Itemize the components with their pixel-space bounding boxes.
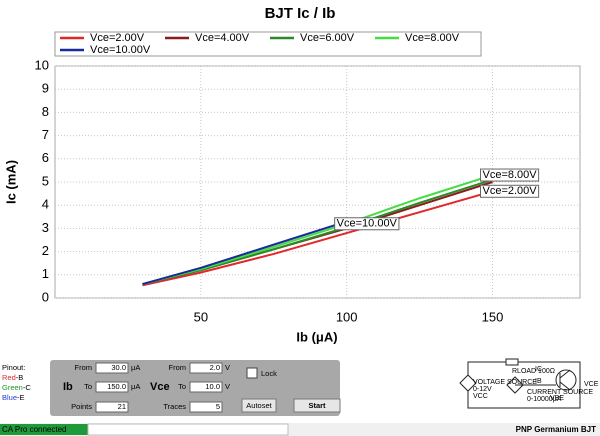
y-tick-label: 9 [42, 81, 49, 96]
input-value: 10.0 [205, 382, 220, 391]
circuit-label: RLOAD 100Ω [512, 368, 555, 375]
y-tick-label: 2 [42, 243, 49, 258]
circuit-label: 0-10000μA [527, 396, 562, 403]
unit: μA [131, 382, 140, 391]
circuit-label: IC [535, 366, 542, 373]
circuit-label: CURRENT SOURCE [527, 389, 593, 396]
pin-color: Green [2, 383, 23, 392]
pinout-item: Blue-E [2, 393, 25, 402]
wire [515, 369, 571, 391]
x-tick-label: 150 [482, 309, 504, 324]
y-tick-label: 0 [42, 289, 49, 304]
unit: V [225, 363, 230, 372]
annotation-box [334, 217, 400, 231]
x-tick-label: 50 [194, 309, 208, 324]
legend-label: Vce=4.00V [195, 32, 250, 44]
lock-label: Lock [261, 369, 277, 378]
label: Traces [163, 402, 186, 411]
transistor [555, 369, 577, 391]
circuit-label: VCE [584, 381, 599, 388]
chart: 0 1 2 3 4 5 6 7 8 9 10 50 100 150 Vce=2.00V Vce=4.00V Vc… [35, 32, 580, 324]
y-tick-label: 8 [42, 104, 49, 119]
pin-color: Red [2, 373, 16, 382]
input-value: 5 [216, 402, 220, 411]
legend-label: Vce=6.00V [300, 32, 355, 44]
y-tick-label: 5 [42, 173, 49, 188]
resistor [505, 358, 519, 366]
pin-color: Blue [2, 393, 17, 402]
legend-box [54, 31, 482, 57]
circuit-label: IB [535, 378, 542, 385]
device-name: PNP Germanium BJT [516, 425, 596, 434]
lock-checkbox[interactable] [246, 367, 258, 379]
circuit [459, 358, 581, 409]
y-tick-label: 4 [42, 197, 49, 212]
input-value: 21 [118, 402, 126, 411]
series-line [142, 190, 493, 287]
y-tick-label: 1 [42, 266, 49, 281]
label: To [84, 382, 92, 391]
unit: μA [131, 363, 140, 372]
input-value: 30.0 [111, 363, 126, 372]
button-label: Start [308, 401, 326, 410]
input-value: 2.0 [210, 363, 220, 372]
autoset-button[interactable] [241, 398, 277, 413]
label: To [178, 382, 186, 391]
input[interactable] [95, 362, 129, 374]
label: From [75, 363, 93, 372]
start-button[interactable] [293, 398, 341, 413]
input-value: 150.0 [107, 382, 126, 391]
label: From [169, 363, 187, 372]
progress [87, 423, 289, 436]
legend-label: Vce=2.00V [90, 32, 145, 44]
x-axis-label: Ib (μA) [296, 329, 337, 344]
unit: V [225, 382, 230, 391]
y-tick-label: 10 [35, 57, 49, 72]
pinout-item: Red-B [2, 373, 23, 382]
pin: -C [23, 383, 31, 392]
input[interactable] [189, 381, 223, 393]
y-tick-label: 3 [42, 220, 49, 235]
circuit-label: 0-12V [473, 386, 492, 393]
annotation-box [480, 184, 540, 198]
chart-title: BJT Ic / Ib [265, 5, 336, 22]
circuit-label: VBE [550, 395, 564, 402]
x-tick-label: 100 [336, 309, 358, 324]
pin: -E [17, 393, 25, 402]
voltage-source [459, 374, 477, 392]
annotation: Vce=2.00V [483, 185, 538, 197]
wire [467, 361, 581, 409]
button-label: Autoset [246, 401, 272, 410]
annotation-box [480, 168, 540, 182]
circuit-label: VCC [473, 393, 488, 400]
input[interactable] [95, 381, 129, 393]
y-tick-label: 7 [42, 127, 49, 142]
status-text: CA Pro connected [2, 425, 66, 434]
legend-label: Vce=8.00V [405, 32, 460, 44]
connection-indicator [0, 424, 88, 435]
pinout-item: Green-C [2, 383, 31, 392]
label: Points [71, 402, 92, 411]
series-line [142, 220, 347, 286]
y-tick-label: 6 [42, 150, 49, 165]
circuit-label: VOLTAGE SOURCE [473, 379, 537, 386]
input[interactable] [189, 362, 223, 374]
input[interactable] [189, 401, 223, 413]
annotation: Vce=8.00V [483, 169, 538, 181]
pinout-title: Pinout: [2, 363, 25, 372]
annotation: Vce=10.00V [337, 218, 398, 230]
y-axis-label: Ic (mA) [3, 160, 18, 204]
pin: -B [16, 373, 24, 382]
input[interactable] [95, 401, 129, 413]
legend-label: Vce=10.00V [90, 44, 151, 56]
group-label: Vce [150, 381, 170, 393]
group-label: Ib [63, 381, 73, 393]
